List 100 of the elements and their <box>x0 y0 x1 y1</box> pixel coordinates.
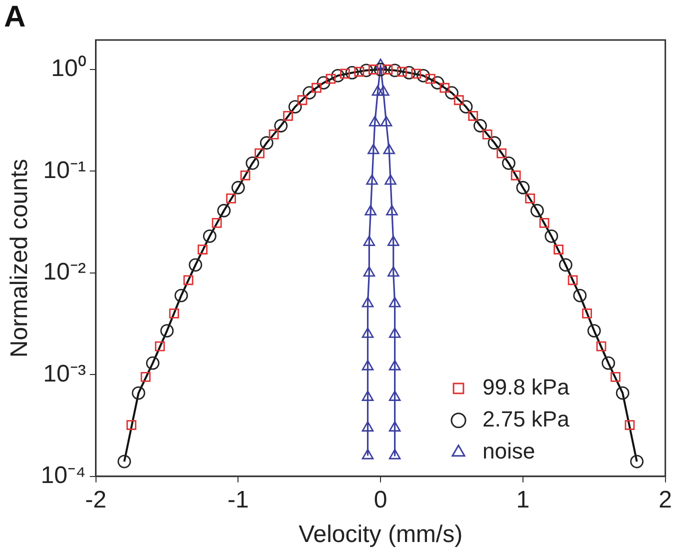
point <box>474 119 487 132</box>
point <box>246 156 260 170</box>
point <box>368 64 378 74</box>
point <box>388 360 401 370</box>
point <box>387 236 400 246</box>
point <box>297 95 308 106</box>
point <box>132 386 146 400</box>
point <box>388 390 401 401</box>
point <box>516 180 530 194</box>
point <box>362 448 374 460</box>
point <box>160 324 174 338</box>
point <box>363 236 376 246</box>
point <box>154 341 165 352</box>
x-tick-label: 0 <box>374 486 388 514</box>
point <box>302 86 316 100</box>
point <box>616 386 630 400</box>
point <box>260 136 274 150</box>
point <box>378 85 390 96</box>
point <box>372 85 384 96</box>
point <box>596 341 606 352</box>
point <box>525 194 536 204</box>
point <box>326 74 336 84</box>
point <box>362 296 374 308</box>
point <box>174 288 188 302</box>
chart-title: A <box>4 0 26 34</box>
point <box>459 100 473 114</box>
point <box>374 62 388 76</box>
point <box>340 68 350 79</box>
point <box>362 327 374 338</box>
point <box>274 119 288 132</box>
y-tick-label: 10⁻⁴ <box>40 462 86 490</box>
point <box>312 82 322 93</box>
point <box>364 205 376 216</box>
point <box>331 68 345 82</box>
point <box>416 68 430 82</box>
point <box>445 86 458 100</box>
point <box>425 74 436 84</box>
point <box>482 129 492 140</box>
point <box>382 64 393 74</box>
point <box>582 308 592 318</box>
point <box>217 204 231 218</box>
point <box>630 454 644 468</box>
point <box>368 116 381 126</box>
point <box>396 66 407 77</box>
point <box>388 327 401 338</box>
point <box>387 266 400 277</box>
point <box>354 66 364 77</box>
x-tick-label: -1 <box>228 486 249 514</box>
point <box>573 288 587 302</box>
point <box>254 148 264 158</box>
point <box>384 174 396 185</box>
point <box>544 229 558 243</box>
point <box>226 194 236 204</box>
point <box>362 360 374 370</box>
point <box>539 218 550 228</box>
point <box>212 218 222 228</box>
point <box>188 258 202 272</box>
y-tick-label: 10⁰ <box>51 55 86 82</box>
x-tick-label: 1 <box>516 486 530 514</box>
point <box>169 308 180 318</box>
point <box>402 66 416 80</box>
point <box>240 170 250 180</box>
point <box>146 356 160 370</box>
y-tick-label: 10⁻² <box>43 258 86 286</box>
point <box>366 174 378 185</box>
point <box>118 454 131 468</box>
point <box>468 110 478 121</box>
legend-label: 99.8 kPa <box>482 374 570 400</box>
point <box>411 68 422 79</box>
point <box>183 275 194 286</box>
point <box>440 82 450 93</box>
x-tick-label: -2 <box>85 486 106 514</box>
x-axis-title: Velocity (mm/s) <box>298 521 463 548</box>
point <box>388 296 401 308</box>
point <box>388 64 402 78</box>
point <box>454 95 464 106</box>
point <box>510 170 521 180</box>
point <box>268 129 279 140</box>
y-tick-label: 10⁻³ <box>43 360 86 388</box>
point <box>430 76 444 90</box>
x-tick-label: 2 <box>658 486 672 514</box>
legend-label: 2.75 kPa <box>482 406 570 432</box>
point <box>203 229 216 243</box>
point <box>288 100 302 114</box>
point <box>558 258 572 272</box>
point <box>383 144 396 154</box>
point <box>362 421 374 432</box>
point <box>496 148 507 158</box>
point <box>502 156 516 170</box>
point <box>374 58 386 69</box>
point <box>488 136 502 150</box>
point <box>231 180 245 194</box>
legend-label: noise <box>482 438 536 464</box>
point <box>345 66 359 80</box>
point <box>362 390 374 401</box>
point <box>140 372 151 382</box>
point <box>363 266 376 277</box>
point <box>530 204 544 218</box>
point <box>198 244 208 254</box>
point <box>388 421 401 432</box>
